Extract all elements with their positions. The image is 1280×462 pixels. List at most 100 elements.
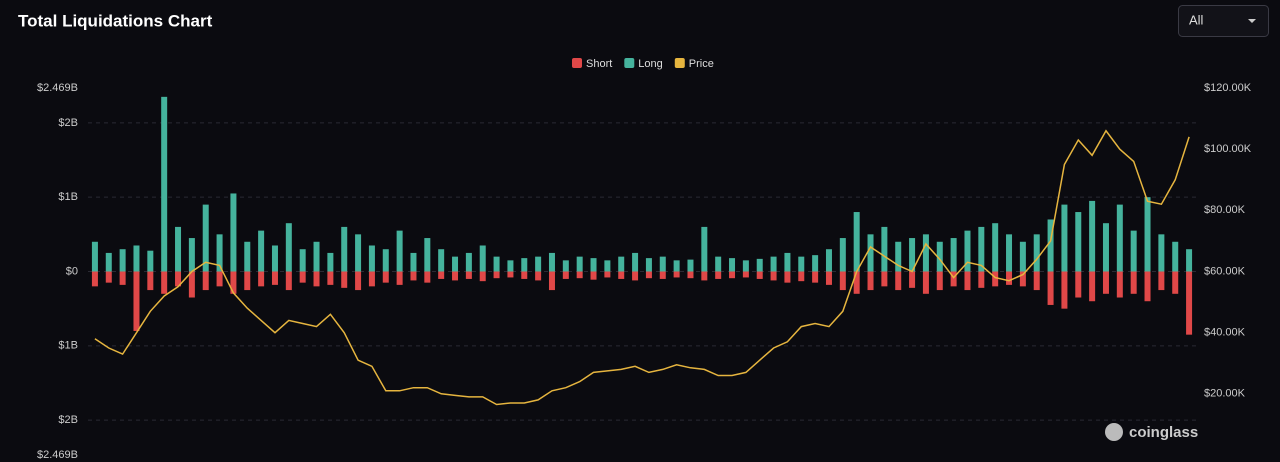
- bar: [368, 245, 375, 272]
- bar: [1033, 234, 1040, 272]
- bar: [105, 271, 112, 283]
- bar: [271, 271, 278, 285]
- bar: [1116, 204, 1123, 272]
- bar: [1075, 212, 1082, 272]
- bar: [161, 96, 168, 272]
- bar: [645, 271, 652, 279]
- bar: [175, 226, 182, 272]
- bar: [327, 271, 334, 285]
- bar: [452, 271, 459, 281]
- bar: [299, 249, 306, 272]
- bar: [618, 256, 625, 272]
- y2-tick-label: $40.00K: [1204, 327, 1246, 339]
- y2-tick-label: $60.00K: [1204, 265, 1246, 277]
- legend-label: Price: [689, 58, 714, 70]
- range-selector[interactable]: [1178, 5, 1269, 37]
- bar: [1006, 271, 1013, 285]
- bar: [1144, 271, 1151, 302]
- bar: [479, 245, 486, 272]
- bar: [839, 238, 846, 272]
- legend-swatch: [674, 58, 685, 68]
- bar: [410, 271, 417, 281]
- bar: [271, 245, 278, 272]
- bar: [1130, 230, 1137, 272]
- bar: [1144, 197, 1151, 272]
- bar: [258, 230, 265, 272]
- bar: [576, 271, 583, 279]
- bar: [936, 241, 943, 272]
- bar: [91, 241, 98, 272]
- bar: [521, 258, 528, 272]
- bar: [91, 271, 98, 287]
- bar: [632, 252, 639, 272]
- bar: [521, 271, 528, 279]
- y-tick-label: $2.469B: [37, 82, 78, 94]
- bar: [119, 249, 126, 272]
- bar: [867, 234, 874, 272]
- bar: [798, 271, 805, 282]
- bar: [147, 271, 154, 291]
- bar: [770, 256, 777, 272]
- bar: [895, 241, 902, 272]
- dropdown-arrow[interactable]: [1248, 19, 1256, 23]
- bar: [355, 271, 362, 291]
- y-tick-label: $1B: [58, 340, 78, 352]
- bar: [715, 271, 722, 279]
- bar: [562, 271, 569, 279]
- bar: [341, 271, 348, 288]
- bar: [1158, 234, 1165, 272]
- bar: [216, 271, 223, 287]
- watermark: coinglass: [1105, 423, 1198, 441]
- bar: [368, 271, 375, 287]
- bar: [188, 271, 195, 298]
- y2-tick-label: $20.00K: [1204, 388, 1246, 400]
- bar: [618, 271, 625, 279]
- bar: [535, 271, 542, 281]
- y2-tick-label: $120.00K: [1204, 82, 1252, 94]
- bar: [244, 241, 251, 272]
- bar: [784, 271, 791, 283]
- y-tick-label: $2B: [58, 117, 78, 129]
- bar: [258, 271, 265, 287]
- bar: [964, 230, 971, 272]
- bar: [438, 249, 445, 272]
- bar: [645, 258, 652, 272]
- range-selector-label[interactable]: All: [1189, 12, 1204, 27]
- bar: [604, 271, 611, 278]
- bar: [936, 271, 943, 291]
- bar: [355, 234, 362, 272]
- bar: [701, 226, 708, 272]
- bar: [978, 226, 985, 272]
- bar: [922, 234, 929, 272]
- bar: [479, 271, 486, 282]
- bar: [881, 271, 888, 287]
- bar: [1172, 271, 1179, 294]
- bar: [673, 260, 680, 272]
- chart-title: Total Liquidations Chart: [18, 11, 213, 30]
- bar: [465, 252, 472, 272]
- bar: [632, 271, 639, 281]
- bar: [812, 255, 819, 272]
- legend-label: Long: [638, 58, 662, 70]
- bar: [964, 271, 971, 291]
- bar: [202, 204, 209, 272]
- y-tick-label: $2.469B: [37, 449, 78, 461]
- bar: [1186, 271, 1193, 335]
- bar: [535, 256, 542, 272]
- bar: [548, 252, 555, 272]
- bar: [548, 271, 555, 291]
- bar: [687, 259, 694, 272]
- bar: [950, 238, 957, 272]
- bar: [978, 271, 985, 288]
- bar: [576, 256, 583, 272]
- watermark-text: coinglass: [1129, 424, 1198, 441]
- bar: [1006, 234, 1013, 272]
- price-line: [94, 129, 1190, 406]
- bar: [1061, 271, 1068, 309]
- bar: [313, 241, 320, 272]
- legend-label: Short: [586, 58, 612, 70]
- bar: [1075, 271, 1082, 298]
- bar: [175, 271, 182, 287]
- bar: [105, 252, 112, 272]
